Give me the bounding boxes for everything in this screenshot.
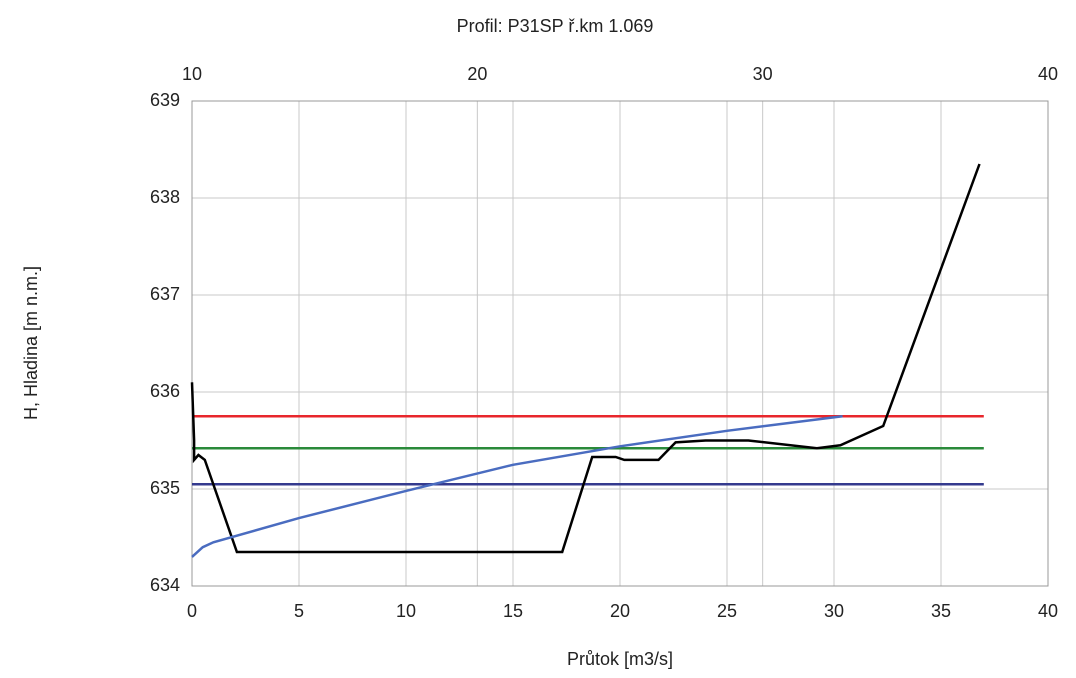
plot-frame: [191, 100, 1049, 587]
x-axis-label: Průtok [m3/s]: [567, 649, 673, 669]
x-tick-label: 15: [503, 601, 523, 621]
y-tick-label: 635: [150, 478, 180, 498]
x2-tick-label: 40: [1038, 64, 1058, 84]
y-tick-label: 639: [150, 90, 180, 110]
x2-tick-label: 10: [182, 64, 202, 84]
series-line: [190, 163, 981, 554]
y-tick-label: 638: [150, 187, 180, 207]
x-tick-label: 10: [396, 601, 416, 621]
x-tick-label: 0: [187, 601, 197, 621]
y-tick-label: 637: [150, 284, 180, 304]
x-tick-label: 20: [610, 601, 630, 621]
x-tick-label: 25: [717, 601, 737, 621]
y-tick-label: 634: [150, 575, 180, 595]
x2-tick-label: 30: [753, 64, 773, 84]
x2-tick-label: 20: [467, 64, 487, 84]
y-axis-label: H, Hladina [m n.m.]: [21, 266, 41, 420]
y-tick-label: 636: [150, 381, 180, 401]
x-tick-label: 5: [294, 601, 304, 621]
chart-title: Profil: P31SP ř.km 1.069: [457, 16, 654, 36]
x-tick-label: 40: [1038, 601, 1058, 621]
series-line: [191, 415, 843, 558]
x-tick-label: 30: [824, 601, 844, 621]
x-tick-label: 35: [931, 601, 951, 621]
